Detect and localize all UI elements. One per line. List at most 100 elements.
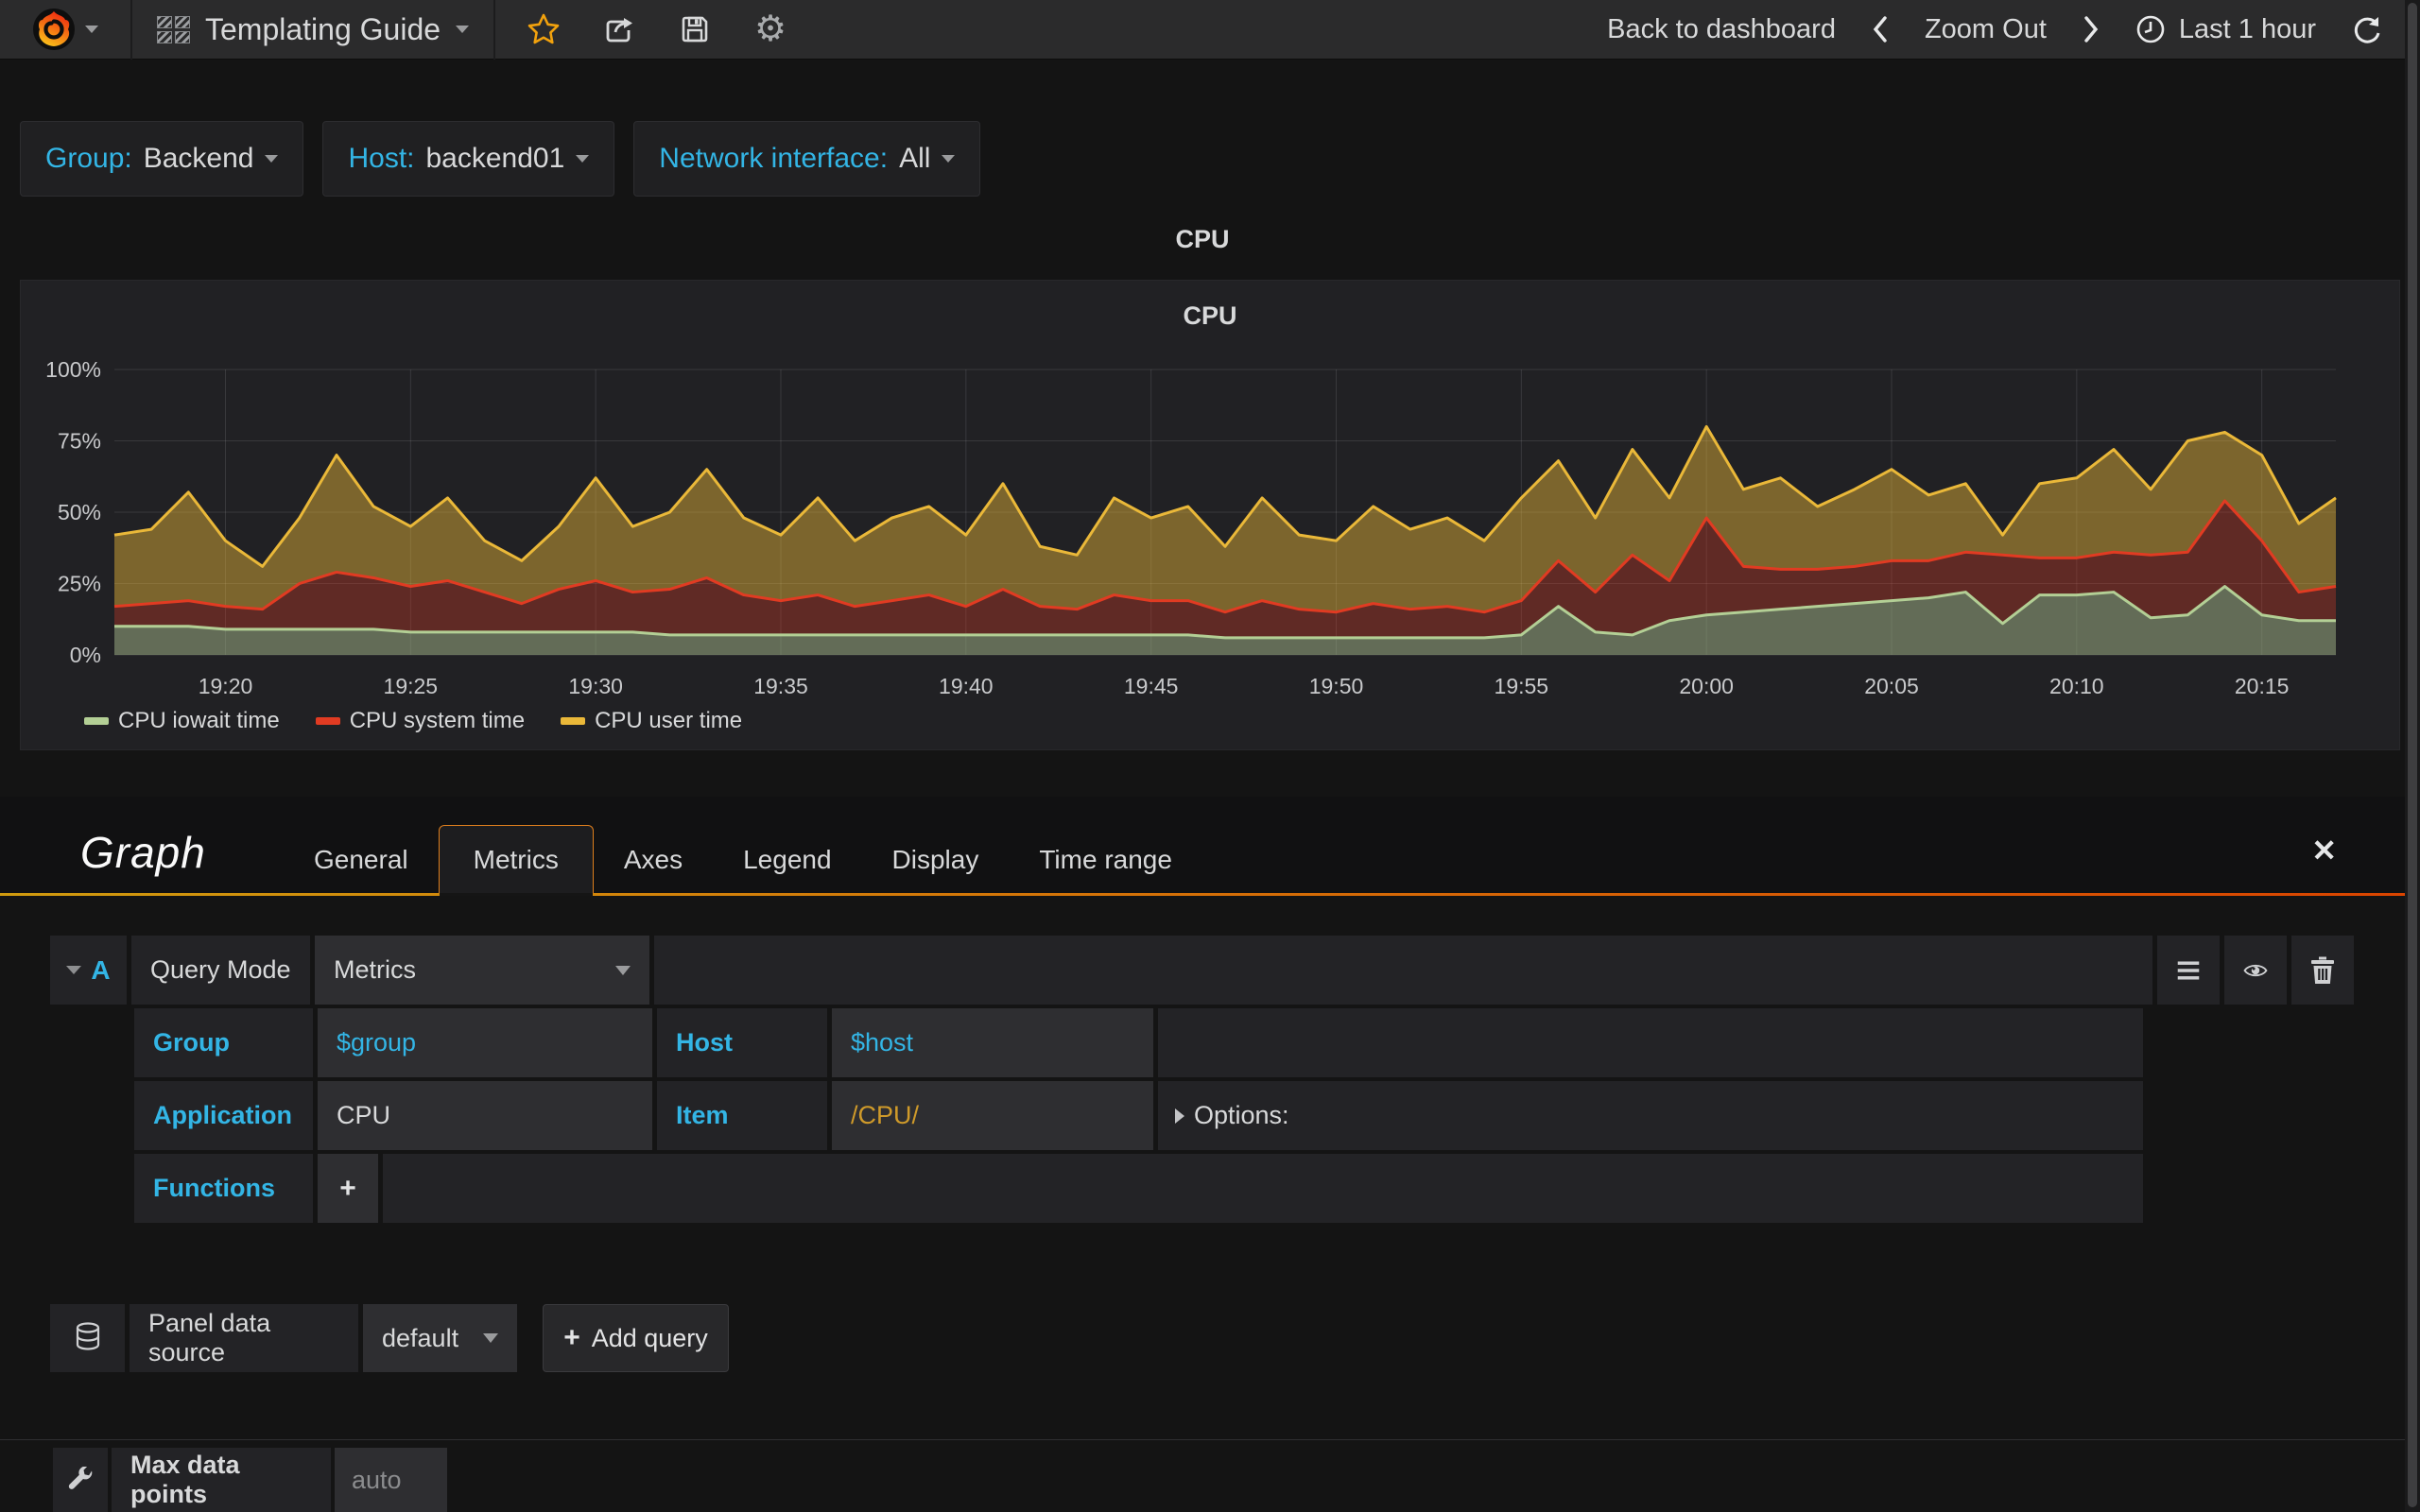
- group-field-input[interactable]: $group: [318, 1008, 652, 1077]
- query-row-filler: [383, 1154, 2143, 1223]
- database-icon: [76, 1322, 99, 1350]
- share-button[interactable]: [597, 0, 641, 60]
- top-navbar: Templating Guide ⚙: [0, 0, 2420, 60]
- query-editor: A Query Mode Metrics: [0, 896, 2420, 1512]
- legend-item-system[interactable]: CPU system time: [315, 708, 525, 734]
- back-to-dashboard-button[interactable]: Back to dashboard: [1607, 13, 1836, 44]
- dashboard-grid-icon: [157, 15, 190, 43]
- query-mode-caret-icon: [615, 965, 631, 975]
- template-variables-row: Group: Backend Host: backend01 Network i…: [20, 121, 981, 197]
- dashboard-title: Templating Guide: [205, 11, 441, 46]
- query-delete-button[interactable]: [2291, 936, 2354, 1005]
- graph-legend: CPU iowait time CPU system time CPU user…: [84, 708, 742, 734]
- navbar-divider: [130, 0, 132, 60]
- item-field-value: /CPU/: [851, 1101, 920, 1129]
- svg-text:19:25: 19:25: [384, 674, 439, 698]
- variable-network-interface-dropdown[interactable]: Network interface: All: [633, 121, 981, 197]
- max-data-points-label: Max data points: [112, 1448, 331, 1512]
- eye-icon: [2243, 964, 2268, 976]
- dashboard-caret-icon: [456, 26, 470, 33]
- panel-datasource-value: default: [382, 1323, 459, 1352]
- legend-swatch-system-icon: [315, 717, 340, 725]
- svg-text:100%: 100%: [45, 357, 101, 382]
- host-field-label: Host: [657, 1008, 827, 1077]
- application-field-input[interactable]: CPU: [318, 1081, 652, 1150]
- add-function-button[interactable]: +: [318, 1154, 378, 1223]
- save-button[interactable]: [673, 0, 717, 60]
- query-row-group-host: Group $group Host $host: [134, 1008, 2143, 1077]
- query-mode-label: Query Mode: [131, 936, 310, 1005]
- variable-host-dropdown[interactable]: Host: backend01: [322, 121, 615, 197]
- dashboard-picker[interactable]: Templating Guide: [132, 0, 493, 60]
- panel-title[interactable]: CPU: [1175, 225, 1230, 253]
- query-row-filler: [1158, 1008, 2143, 1077]
- plus-icon: +: [563, 1322, 580, 1353]
- cpu-graph-panel: CPU 0% 25% 50% 75% 100% 19:20 19:25 19:30 19:35 1…: [20, 280, 2400, 750]
- grafana-logo-icon: [33, 9, 75, 50]
- functions-label: Functions: [134, 1154, 313, 1223]
- svg-text:75%: 75%: [58, 429, 101, 454]
- time-range-picker[interactable]: Last 1 hour: [2135, 14, 2316, 45]
- star-button[interactable]: [522, 0, 565, 60]
- item-field-input[interactable]: /CPU/: [832, 1081, 1153, 1150]
- variable-group-value: Backend: [143, 143, 254, 174]
- cpu-graph[interactable]: 0% 25% 50% 75% 100% 19:20 19:25 19:30 19:35 19:40…: [21, 328, 2401, 706]
- time-shift-forward-button[interactable]: [2083, 15, 2100, 43]
- options-cell: Options:: [1158, 1081, 2143, 1150]
- legend-item-iowait[interactable]: CPU iowait time: [84, 708, 280, 734]
- panel-datasource-select[interactable]: default: [363, 1304, 517, 1372]
- tab-metrics[interactable]: Metrics: [438, 825, 594, 896]
- add-query-button[interactable]: + Add query: [543, 1304, 729, 1372]
- tab-time-range[interactable]: Time range: [1039, 845, 1172, 874]
- group-field-label: Group: [134, 1008, 313, 1077]
- variable-host-label: Host:: [348, 143, 415, 174]
- tab-general[interactable]: General: [314, 845, 408, 874]
- group-field-value: $group: [337, 1028, 417, 1057]
- panel-editor: Graph General Metrics Axes Legend Displa…: [0, 797, 2420, 1512]
- query-ref-letter: A: [91, 954, 111, 985]
- application-field-value: CPU: [337, 1101, 391, 1129]
- panel-datasource-label: Panel data source: [130, 1304, 358, 1372]
- variable-group-dropdown[interactable]: Group: Backend: [20, 121, 304, 197]
- query-row-application-item: Application CPU Item /CPU/ Options:: [134, 1081, 2143, 1150]
- max-data-points-input[interactable]: [335, 1448, 447, 1512]
- variable-group-label: Group:: [45, 143, 132, 174]
- query-ref-toggle[interactable]: A: [50, 936, 127, 1005]
- navbar-divider-2: [493, 0, 496, 60]
- grafana-logo-menu[interactable]: [0, 0, 130, 60]
- svg-text:20:05: 20:05: [1864, 674, 1919, 698]
- settings-button[interactable]: ⚙: [749, 0, 792, 60]
- scrollbar-thumb[interactable]: [2408, 3, 2417, 1507]
- zoom-out-button[interactable]: Zoom Out: [1924, 13, 2047, 44]
- datasource-caret-icon: [483, 1333, 498, 1343]
- gear-icon: ⚙: [753, 9, 787, 49]
- wrench-icon-cell: [53, 1448, 108, 1512]
- close-editor-button[interactable]: ✕: [2311, 833, 2337, 868]
- query-menu-button[interactable]: [2157, 936, 2220, 1005]
- legend-swatch-user-icon: [561, 717, 586, 725]
- time-shift-back-button[interactable]: [1872, 15, 1889, 43]
- variable-group-caret-icon: [265, 155, 279, 163]
- legend-swatch-iowait-icon: [84, 717, 109, 725]
- wrench-icon: [68, 1467, 93, 1489]
- query-toggle-visibility-button[interactable]: [2224, 936, 2287, 1005]
- logo-menu-caret-icon: [85, 26, 98, 33]
- svg-text:20:15: 20:15: [2235, 674, 2290, 698]
- legend-item-user[interactable]: CPU user time: [561, 708, 742, 734]
- query-mode-value: Metrics: [334, 955, 416, 984]
- tab-display[interactable]: Display: [891, 845, 979, 874]
- options-toggle[interactable]: Options:: [1175, 1101, 1289, 1130]
- legend-label-iowait: CPU iowait time: [118, 708, 280, 733]
- refresh-button[interactable]: [2352, 14, 2382, 44]
- editor-tabs-bar: Graph General Metrics Axes Legend Displa…: [0, 797, 2420, 896]
- tab-legend[interactable]: Legend: [743, 845, 832, 874]
- query-mode-select[interactable]: Metrics: [315, 936, 649, 1005]
- tab-axes[interactable]: Axes: [623, 845, 683, 874]
- legend-label-user: CPU user time: [595, 708, 743, 733]
- add-query-label: Add query: [591, 1323, 708, 1352]
- tabs-accent-line: [0, 893, 2420, 896]
- svg-text:19:40: 19:40: [939, 674, 994, 698]
- svg-text:19:55: 19:55: [1495, 674, 1549, 698]
- host-field-input[interactable]: $host: [832, 1008, 1153, 1077]
- query-row-filler: [654, 936, 2152, 1005]
